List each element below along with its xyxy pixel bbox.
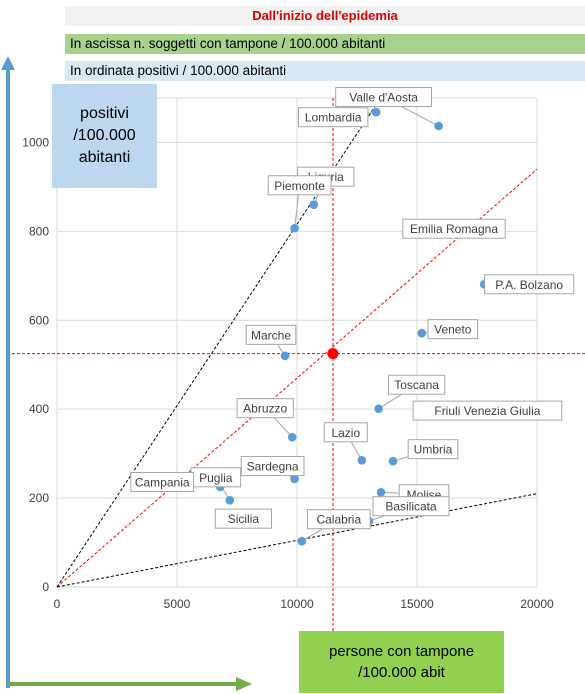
x-axis-note: In ascissa n. soggetti con tampone / 100…	[65, 34, 585, 54]
point-label: Calabria	[316, 513, 361, 527]
y-tick-label: 1000	[22, 135, 49, 149]
point-label-box	[323, 422, 368, 443]
data-point	[374, 404, 383, 414]
point-label-box	[306, 509, 371, 530]
data-point	[297, 536, 307, 546]
point-label: Lazio	[331, 426, 360, 440]
mean-point	[327, 348, 339, 360]
data-point	[434, 121, 443, 131]
x-axis-arrowhead	[236, 677, 252, 691]
tick-labels: 0 5000 10000 15000 20000 0 200 400 600 800 1000	[22, 135, 554, 611]
y-axis-title-box: positivi /100.000 abitanti	[52, 84, 157, 188]
y-axis-note: In ordinata positivi / 100.000 abitanti	[65, 61, 585, 81]
point-label-box	[372, 496, 450, 517]
chart-title: Dall'inizio dell'epidemia	[65, 6, 585, 26]
point-label: Umbria	[414, 443, 453, 457]
y-box-line-3: abitanti	[78, 149, 131, 166]
x-axis-title-box: persone con tampone /100.000 abit	[299, 631, 504, 693]
x-tick-label: 5000	[164, 597, 191, 611]
point-label: Campania	[135, 475, 190, 489]
point-label-box	[245, 324, 297, 345]
y-box-line-1: positivi	[80, 105, 129, 122]
point-label-box	[298, 107, 369, 128]
y-tick-label: 0	[42, 580, 49, 594]
point-labels: Valle d'AostaLombardiaLiguriaPiemonteEmi…	[130, 87, 575, 530]
point-label-box	[130, 471, 195, 492]
point-label: Toscana	[394, 378, 439, 392]
point-label: Puglia	[199, 471, 233, 485]
point-label-box	[427, 319, 479, 340]
point-label: Sardegna	[247, 459, 299, 473]
point-label-box	[236, 398, 294, 419]
point-label-box	[402, 218, 506, 239]
data-point	[290, 474, 299, 484]
point-label-box	[214, 508, 273, 529]
axis-arrows	[1, 56, 252, 691]
point-label: P.A. Bolzano	[495, 278, 563, 292]
point-label: Piemonte	[274, 179, 325, 193]
y-box-line-2: /100.000	[73, 127, 136, 144]
point-label: Emilia Romagna	[410, 222, 498, 236]
x-tick-label: 0	[54, 597, 61, 611]
point-label-box	[335, 87, 433, 108]
point-label-box	[267, 175, 332, 196]
data-point	[280, 351, 290, 361]
point-label-box	[240, 455, 305, 476]
data-point	[376, 488, 386, 497]
y-axis-arrowhead	[1, 56, 15, 70]
point-label-box	[412, 400, 563, 421]
y-tick-label: 800	[29, 224, 49, 238]
x-box-line-2: /100.000 abit	[358, 664, 445, 681]
data-point	[371, 107, 381, 117]
data-point	[388, 456, 398, 466]
x-box-line-1: persone con tampone	[328, 643, 475, 660]
x-tick-label: 15000	[400, 597, 434, 611]
data-point	[290, 223, 299, 233]
point-label-box	[484, 274, 575, 295]
trend-line	[56, 493, 538, 588]
data-point	[357, 456, 367, 465]
data-point	[309, 200, 319, 209]
data-point	[417, 328, 427, 338]
y-tick-label: 200	[29, 491, 49, 505]
trend-line	[56, 168, 538, 588]
x-tick-label: 20000	[520, 597, 554, 611]
point-label: Basilicata	[385, 500, 437, 514]
data-point	[225, 496, 235, 505]
point-label: Marche	[251, 328, 291, 342]
y-tick-label: 600	[29, 313, 49, 327]
point-label: Sicilia	[228, 512, 260, 526]
point-label: Abruzzo	[243, 402, 287, 416]
point-label-box	[388, 374, 446, 395]
point-label: Veneto	[434, 323, 472, 337]
x-tick-label: 10000	[280, 597, 314, 611]
point-label: Friuli Venezia Giulia	[434, 404, 540, 418]
point-label: Valle d'Aosta	[349, 91, 418, 105]
point-label-box	[407, 439, 459, 460]
y-tick-label: 400	[29, 402, 49, 416]
point-label: Lombardia	[305, 111, 362, 125]
data-point	[287, 432, 297, 442]
